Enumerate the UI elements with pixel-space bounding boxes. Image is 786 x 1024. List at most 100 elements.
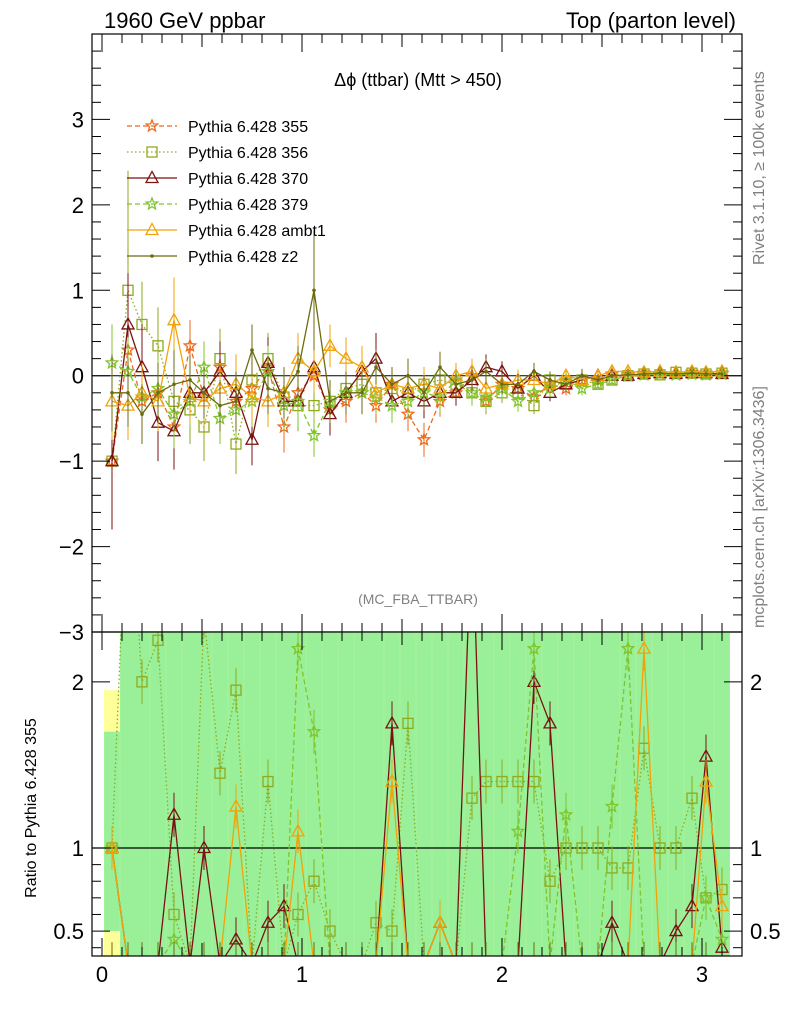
legend-label: Pythia 6.428 ambt1 <box>188 223 326 240</box>
band-inner <box>322 632 338 956</box>
legend-label: Pythia 6.428 355 <box>188 119 308 136</box>
ratio-data-point <box>306 723 322 738</box>
ratio-data-point <box>308 875 320 887</box>
data-point <box>338 350 354 364</box>
data-point <box>658 371 662 375</box>
ratio-data-point <box>714 898 730 912</box>
data-point <box>432 380 448 394</box>
ratio-data-point <box>510 823 526 838</box>
ratio-y-tick-label-right: 0.5 <box>750 919 781 944</box>
main-panel: −3 −2 −1 0 1 2 3 Δϕ (ttbar) (Mtt > 450) (MC_FB… <box>59 33 743 645</box>
data-point <box>282 391 286 395</box>
ratio-data-point <box>620 640 636 655</box>
legend-item: Pythia 6.428 z2 <box>127 249 298 266</box>
ratio-data-point <box>480 775 492 788</box>
data-point <box>478 380 494 394</box>
ratio-data-point <box>604 914 620 928</box>
ratio-data-point <box>230 684 242 696</box>
band-inner <box>120 632 136 956</box>
data-point <box>574 372 590 386</box>
ratio-data-point <box>152 634 164 646</box>
band-inner <box>574 632 590 956</box>
data-point <box>166 312 182 326</box>
band-inner <box>368 632 384 956</box>
legend-label: Pythia 6.428 370 <box>188 171 308 188</box>
main-series-3 <box>104 324 730 457</box>
data-point <box>674 372 678 376</box>
data-point <box>604 372 620 387</box>
ratio-data-point <box>104 840 120 854</box>
ratio-axis-ticks: 0.5 0.5 1 1 2 2 0 1 2 3 <box>53 632 781 987</box>
band-inner <box>636 632 652 956</box>
ratio-data-point <box>228 798 244 812</box>
legend-label: Pythia 6.428 379 <box>188 197 308 214</box>
data-point <box>642 372 646 376</box>
legend-item: Pythia 6.428 356 <box>127 145 308 162</box>
data-point <box>110 391 114 395</box>
y-tick-label: 1 <box>72 278 84 303</box>
data-point <box>218 403 222 408</box>
data-point <box>250 348 254 352</box>
ratio-data-point <box>526 640 542 655</box>
y-tick-label: 3 <box>72 107 84 132</box>
legend-marker <box>150 254 154 258</box>
ratio-data-point <box>670 842 682 854</box>
ratio-data-point <box>324 925 336 937</box>
data-point <box>266 386 270 391</box>
data-point <box>390 382 394 387</box>
data-point <box>152 340 164 352</box>
ratio-data-point <box>604 798 620 813</box>
data-point <box>714 366 730 380</box>
ratio-plot-content <box>92 632 742 956</box>
band-inner <box>400 632 416 956</box>
ratio-data-point <box>292 908 304 921</box>
ratio-data-point <box>290 823 306 837</box>
band-inner <box>338 632 354 956</box>
main-series-1 <box>106 170 728 500</box>
data-point <box>526 384 542 400</box>
ratio-data-point <box>714 931 730 946</box>
ratio-data-point <box>386 925 398 937</box>
legend-item: Pythia 6.428 355 <box>127 118 308 136</box>
ratio-data-point <box>432 914 448 928</box>
data-point <box>470 378 474 382</box>
x-tick-label: 2 <box>496 962 508 987</box>
ratio-data-point <box>544 875 556 887</box>
data-point <box>438 365 442 369</box>
band-inner <box>134 632 150 956</box>
data-point <box>416 431 432 447</box>
ratio-y-tick-label: 2 <box>72 670 84 695</box>
ratio-data-point <box>636 640 652 654</box>
ratio-series-line <box>111 632 723 956</box>
data-point <box>526 372 542 386</box>
ratio-data-point <box>698 773 714 787</box>
ratio-data-point <box>526 673 542 687</box>
data-point <box>500 382 504 387</box>
data-point <box>690 371 694 375</box>
ratio-data-point <box>592 842 604 854</box>
ratio-data-point <box>384 773 400 787</box>
data-point <box>244 431 260 445</box>
data-point <box>510 393 526 408</box>
data-point <box>172 382 176 387</box>
ratio-data-point <box>576 842 588 854</box>
data-point <box>182 337 198 353</box>
band-inner <box>244 632 260 956</box>
ratio-data-point <box>166 931 182 946</box>
x-tick-label: 1 <box>296 962 308 987</box>
legend-item: Pythia 6.428 379 <box>127 196 308 214</box>
data-point <box>308 399 320 412</box>
data-point <box>296 369 300 374</box>
y-tick-label: −2 <box>59 535 84 560</box>
mcplots-label: mcplots.cern.ch [arXiv:1306.3436] <box>751 386 768 628</box>
legend-label: Pythia 6.428 356 <box>188 145 308 162</box>
data-point <box>626 373 630 377</box>
data-point <box>344 391 348 395</box>
legend-item: Pythia 6.428 ambt1 <box>127 222 326 240</box>
ratio-data-point <box>668 923 684 937</box>
data-point <box>384 397 400 412</box>
band-inner <box>354 632 370 956</box>
ratio-data-point <box>196 840 212 854</box>
data-point <box>580 373 584 378</box>
data-point <box>374 365 378 369</box>
